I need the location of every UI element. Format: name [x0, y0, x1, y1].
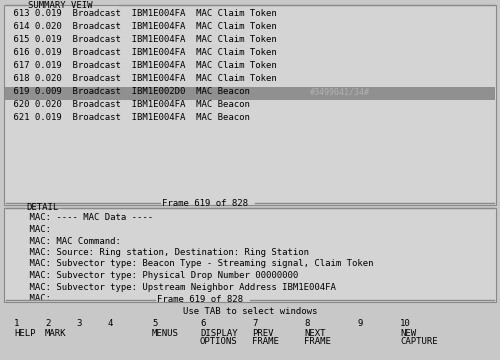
Text: HELP: HELP	[14, 329, 36, 338]
Text: Frame 619 of 828: Frame 619 of 828	[157, 296, 243, 305]
Text: MARK: MARK	[45, 329, 66, 338]
Text: 614 0.020  Broadcast  IBM1E004FA  MAC Claim Token: 614 0.020 Broadcast IBM1E004FA MAC Claim…	[8, 22, 277, 31]
Text: MAC: Source: Ring station, Destination: Ring Station: MAC: Source: Ring station, Destination: …	[8, 248, 309, 257]
Text: MAC: Subvector type: Beacon Type - Streaming signal, Claim Token: MAC: Subvector type: Beacon Type - Strea…	[8, 260, 374, 269]
Text: 618 0.020  Broadcast  IBM1E004FA  MAC Claim Token: 618 0.020 Broadcast IBM1E004FA MAC Claim…	[8, 74, 277, 83]
Text: NEXT: NEXT	[304, 329, 326, 338]
Text: 1: 1	[14, 320, 20, 328]
Text: 5: 5	[152, 320, 158, 328]
Bar	[4, 5, 496, 205]
Text: SUMMARY VEIW: SUMMARY VEIW	[28, 0, 92, 9]
Text: 6: 6	[200, 320, 205, 328]
Text: MAC: MAC Command:: MAC: MAC Command:	[8, 237, 121, 246]
Text: #3499041/34#: #3499041/34#	[310, 87, 370, 96]
Text: 619 0.009  Broadcast  IBM1E002D0  MAC Beacon: 619 0.009 Broadcast IBM1E002D0 MAC Beaco…	[8, 87, 250, 96]
Text: MAC:: MAC:	[8, 225, 51, 234]
Text: MAC:: MAC:	[8, 294, 51, 303]
Text: 621 0.019  Broadcast  IBM1E004FA  MAC Beacon: 621 0.019 Broadcast IBM1E004FA MAC Beaco…	[8, 113, 250, 122]
Text: 7: 7	[252, 320, 258, 328]
Text: FRAME: FRAME	[304, 338, 331, 346]
Text: MAC: ---- MAC Data ----: MAC: ---- MAC Data ----	[8, 213, 153, 222]
Text: 615 0.019  Broadcast  IBM1E004FA  MAC Claim Token: 615 0.019 Broadcast IBM1E004FA MAC Claim…	[8, 35, 277, 44]
Text: PREV: PREV	[252, 329, 274, 338]
Text: DISPLAY: DISPLAY	[200, 329, 237, 338]
Bar	[4, 208, 496, 302]
Text: 616 0.019  Broadcast  IBM1E004FA  MAC Claim Token: 616 0.019 Broadcast IBM1E004FA MAC Claim…	[8, 48, 277, 57]
Text: 3: 3	[76, 320, 82, 328]
Text: Use TAB to select windows: Use TAB to select windows	[183, 307, 317, 316]
Text: 620 0.020  Broadcast  IBM1E004FA  MAC Beacon: 620 0.020 Broadcast IBM1E004FA MAC Beaco…	[8, 100, 250, 109]
Text: MAC: Subvector type: Physical Drop Number 00000000: MAC: Subvector type: Physical Drop Numbe…	[8, 271, 298, 280]
Text: 4: 4	[107, 320, 112, 328]
Text: Frame 619 of 828: Frame 619 of 828	[162, 198, 248, 207]
Text: 617 0.019  Broadcast  IBM1E004FA  MAC Claim Token: 617 0.019 Broadcast IBM1E004FA MAC Claim…	[8, 61, 277, 70]
Text: 9: 9	[358, 320, 364, 328]
Text: 10: 10	[400, 320, 411, 328]
Text: CAPTURE: CAPTURE	[400, 338, 438, 346]
Text: MAC: Subvector type: Upstream Neighbor Address IBM1E004FA: MAC: Subvector type: Upstream Neighbor A…	[8, 283, 336, 292]
Bar	[5, 86, 495, 99]
Text: 2: 2	[45, 320, 51, 328]
Text: DETAIL: DETAIL	[26, 203, 58, 212]
Text: OPTIONS: OPTIONS	[200, 338, 237, 346]
Text: MENUS: MENUS	[152, 329, 179, 338]
Text: FRAME: FRAME	[252, 338, 279, 346]
Text: 8: 8	[304, 320, 310, 328]
Text: 613 0.019  Broadcast  IBM1E004FA  MAC Claim Token: 613 0.019 Broadcast IBM1E004FA MAC Claim…	[8, 9, 277, 18]
Text: NEW: NEW	[400, 329, 416, 338]
